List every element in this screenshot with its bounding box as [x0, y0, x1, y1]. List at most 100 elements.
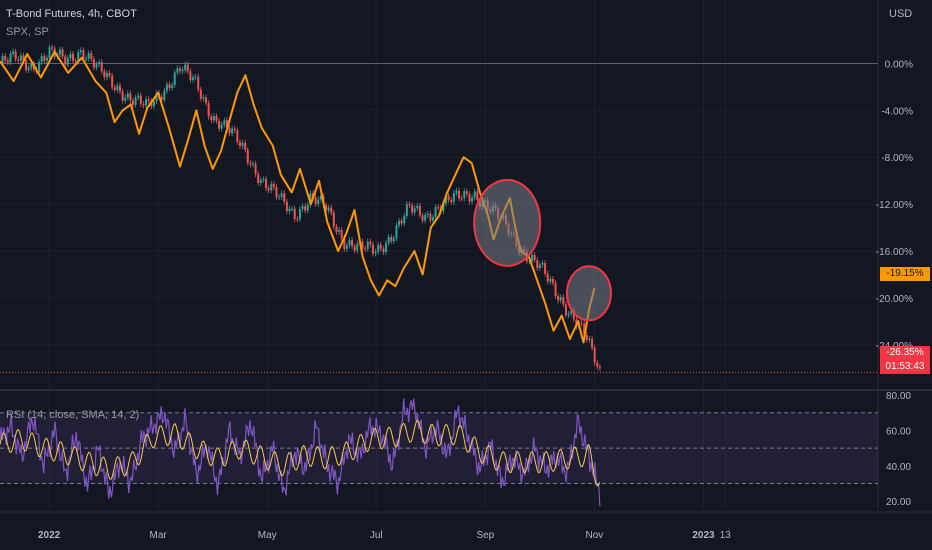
candle-body	[437, 207, 440, 209]
candle-body	[137, 95, 140, 98]
candle-body	[87, 53, 90, 59]
rsi-axis-tick: 20.00	[886, 497, 911, 508]
candle-body	[220, 124, 223, 129]
candle-body	[364, 248, 367, 250]
candle-body	[583, 323, 586, 335]
candle-body	[293, 208, 296, 220]
candle-body	[283, 193, 286, 202]
candle-body	[330, 207, 333, 213]
candle-body	[301, 206, 304, 210]
candle-body	[61, 49, 64, 57]
candle-body	[369, 241, 372, 245]
candle-body	[460, 198, 463, 200]
candle-body	[559, 297, 562, 301]
candle-body	[551, 278, 554, 283]
candle-body	[348, 240, 351, 246]
candle-body	[85, 58, 88, 60]
candle-body	[536, 260, 539, 269]
time-axis-tick: Sep	[476, 530, 494, 541]
rsi-indicator-label[interactable]: RSI (14, close, SMA, 14, 2)	[6, 409, 140, 421]
candle-body	[447, 195, 450, 200]
time-axis-tick: Nov	[586, 530, 604, 541]
candle-body	[434, 207, 437, 218]
candle-body	[429, 213, 432, 221]
candle-body	[270, 183, 273, 191]
candle-body	[332, 212, 335, 227]
candle-body	[338, 229, 341, 232]
rsi-line	[0, 398, 601, 507]
candle-body	[64, 56, 67, 65]
candle-body	[95, 64, 98, 68]
candle-body	[257, 174, 260, 184]
currency-label[interactable]: USD	[889, 8, 913, 20]
candle-body	[12, 51, 15, 54]
price-axis-tick: -20.00%	[876, 294, 913, 305]
candle-body	[246, 149, 249, 163]
candle-body	[416, 205, 419, 209]
candle-body	[351, 240, 354, 247]
candle-body	[572, 310, 575, 320]
candle-body	[275, 187, 278, 198]
candle-body	[413, 208, 416, 213]
candle-body	[9, 53, 12, 63]
candle-body	[38, 62, 41, 72]
time-axis-tick: May	[258, 530, 277, 541]
candle-body	[58, 49, 61, 55]
candle-body	[278, 196, 281, 198]
candle-body	[51, 47, 54, 49]
candle-body	[398, 220, 401, 226]
candle-body	[132, 100, 135, 105]
candle-body	[108, 73, 111, 76]
candle-body	[528, 260, 531, 262]
candle-body	[291, 208, 294, 210]
candle-body	[48, 47, 51, 58]
candle-body	[178, 68, 181, 72]
candle-body	[22, 55, 25, 61]
candle-body	[306, 204, 309, 211]
candle-body	[66, 58, 69, 65]
candle-body	[126, 93, 129, 98]
candle-body	[319, 196, 322, 200]
compare-symbol-label[interactable]: SPX, SP	[6, 26, 49, 38]
candle-body	[82, 50, 85, 59]
candle-body	[14, 51, 17, 60]
candle-body	[98, 62, 101, 65]
candle-body	[236, 130, 239, 143]
candle-body	[557, 295, 560, 301]
candle-body	[231, 128, 234, 134]
candle-body	[426, 213, 429, 216]
candle-body	[272, 183, 275, 188]
candle-body	[421, 215, 424, 221]
candle-body	[113, 87, 116, 90]
time-axis-tick: Mar	[150, 530, 168, 541]
candle-body	[309, 193, 312, 205]
candle-body	[356, 243, 359, 251]
candle-body	[223, 120, 226, 125]
candle-body	[387, 236, 390, 244]
candle-body	[262, 179, 265, 181]
rsi-axis-tick: 80.00	[886, 391, 911, 402]
candle-body	[591, 338, 594, 348]
candle-body	[207, 102, 210, 117]
candle-body	[452, 193, 455, 202]
candle-body	[173, 72, 176, 86]
candle-body	[111, 75, 114, 88]
candle-body	[186, 64, 189, 72]
candle-body	[105, 73, 108, 78]
price-axis-tick: -8.00%	[881, 153, 913, 164]
spx-last-value-tag: -19.15%	[880, 267, 930, 281]
candle-body	[593, 347, 596, 363]
candle-body	[473, 191, 476, 198]
candle-body	[205, 97, 208, 103]
candle-body	[145, 99, 148, 106]
candle-body	[184, 64, 187, 70]
candle-body	[210, 116, 213, 121]
candle-body	[280, 193, 283, 197]
tbond-last-value: -26.35%	[886, 347, 924, 358]
candle-body	[538, 264, 541, 269]
candle-body	[251, 163, 254, 165]
candle-body	[343, 238, 346, 249]
candle-body	[585, 334, 588, 341]
candle-body	[212, 116, 215, 121]
candle-body	[25, 60, 28, 71]
